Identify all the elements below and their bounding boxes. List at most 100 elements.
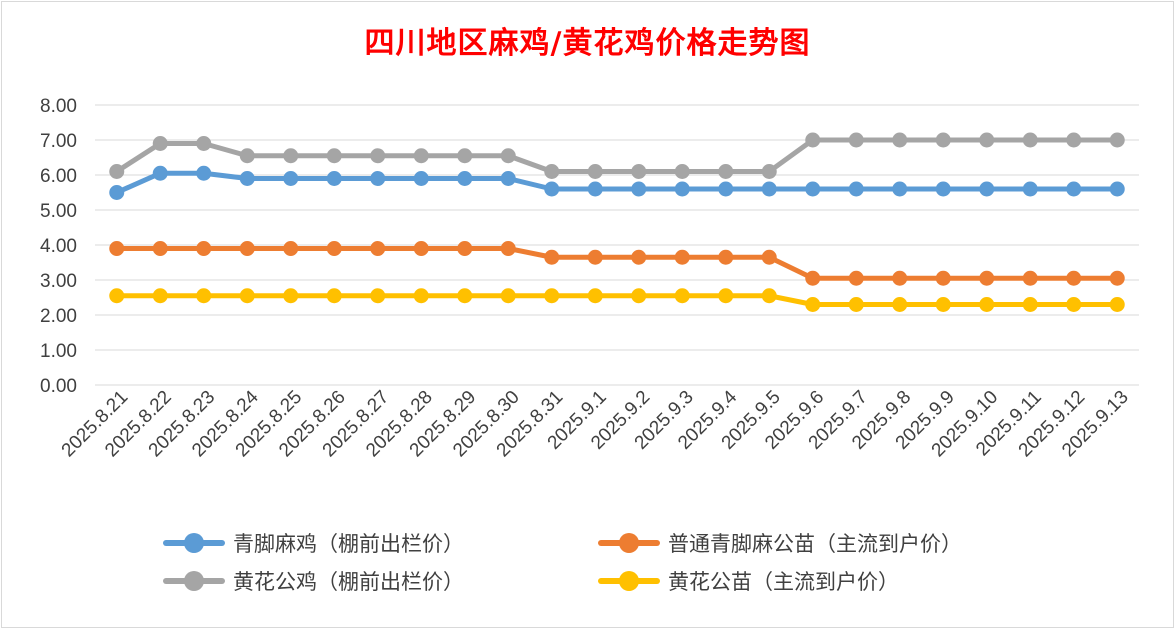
legend-label: 黄花公苗（主流到户价） <box>668 570 899 594</box>
data-point <box>196 136 212 151</box>
data-point <box>283 148 299 164</box>
data-point <box>805 132 821 148</box>
data-point <box>631 249 647 265</box>
data-point <box>761 164 777 179</box>
legend-item: 青脚麻鸡（棚前出栏价） <box>163 526 464 560</box>
y-tick-label: 4.00 <box>40 236 77 257</box>
data-point <box>109 241 125 256</box>
data-point <box>196 165 212 181</box>
data-point <box>1066 181 1082 197</box>
data-point <box>109 288 125 304</box>
data-point <box>718 288 734 304</box>
series-line <box>114 246 1120 281</box>
data-point <box>674 164 690 179</box>
data-point <box>413 288 429 304</box>
data-point <box>674 288 690 304</box>
data-point <box>326 171 342 186</box>
series-line <box>114 293 1120 307</box>
data-point <box>544 181 560 197</box>
data-point <box>1022 270 1038 286</box>
data-point <box>674 249 690 265</box>
data-point <box>761 181 777 197</box>
data-point <box>979 181 995 197</box>
data-point <box>544 164 560 179</box>
data-point <box>196 241 212 256</box>
x-axis-ticks: 2025.8.212025.8.222025.8.232025.8.242025… <box>58 386 1133 461</box>
series-0 <box>109 165 1125 200</box>
y-tick-label: 2.00 <box>40 306 77 327</box>
data-point <box>370 171 386 186</box>
data-point <box>587 181 603 197</box>
data-point <box>457 288 473 304</box>
data-point <box>892 132 908 148</box>
legend-item: 普通青脚麻公苗（主流到户价） <box>598 526 962 560</box>
legend-label: 普通青脚麻公苗（主流到户价） <box>668 532 962 556</box>
data-point <box>239 288 255 304</box>
data-point <box>718 164 734 179</box>
y-tick-label: 7.00 <box>40 131 77 152</box>
y-axis-ticks: 0.00 1.00 2.00 3.00 4.00 5.00 6.00 7.00 8.00 <box>40 96 77 397</box>
y-tick-label: 1.00 <box>40 341 77 362</box>
series-2 <box>109 132 1125 179</box>
data-point <box>718 181 734 197</box>
data-point <box>283 171 299 186</box>
data-point <box>631 164 647 179</box>
y-tick-label: 5.00 <box>40 201 77 222</box>
series-line <box>114 170 1120 195</box>
data-point <box>326 148 342 164</box>
data-point <box>761 288 777 304</box>
y-tick-label: 6.00 <box>40 166 77 187</box>
y-tick-label: 8.00 <box>40 96 77 117</box>
series-line <box>114 137 1120 174</box>
data-point <box>413 171 429 186</box>
data-point <box>1109 270 1125 286</box>
data-point <box>239 148 255 164</box>
data-point <box>370 148 386 164</box>
legend-label: 黄花公鸡（棚前出栏价） <box>233 570 464 594</box>
data-point <box>152 136 168 151</box>
data-point <box>935 270 951 286</box>
data-point <box>326 241 342 256</box>
data-point <box>283 241 299 256</box>
data-point <box>1109 181 1125 197</box>
chart-title: 四川地区麻鸡/黄花鸡价格走势图 <box>364 26 811 61</box>
legend-swatch <box>163 571 225 591</box>
data-point <box>979 270 995 286</box>
data-point <box>892 297 908 312</box>
data-point <box>892 270 908 286</box>
data-point <box>152 241 168 256</box>
data-point <box>979 132 995 148</box>
data-point <box>805 181 821 197</box>
data-point <box>979 297 995 312</box>
data-point <box>283 288 299 304</box>
data-point <box>109 185 125 200</box>
data-point <box>457 171 473 186</box>
data-point <box>1022 297 1038 312</box>
data-point <box>326 288 342 304</box>
data-point <box>1109 297 1125 312</box>
y-tick-label: 0.00 <box>40 376 77 397</box>
data-point <box>1066 132 1082 148</box>
data-point <box>1109 132 1125 148</box>
data-point <box>500 148 516 164</box>
data-point <box>805 270 821 286</box>
series-3 <box>109 288 1125 312</box>
data-point <box>413 148 429 164</box>
data-point <box>674 181 690 197</box>
data-point <box>587 164 603 179</box>
data-point <box>1066 270 1082 286</box>
data-point <box>935 132 951 148</box>
data-point <box>1022 132 1038 148</box>
y-tick-label: 3.00 <box>40 271 77 292</box>
data-point <box>1022 181 1038 197</box>
data-point <box>892 181 908 197</box>
data-point <box>500 288 516 304</box>
data-point <box>370 241 386 256</box>
data-point <box>587 249 603 265</box>
legend-item: 黄花公鸡（棚前出栏价） <box>163 564 464 598</box>
data-point <box>848 181 864 197</box>
data-point <box>544 288 560 304</box>
legend-item: 黄花公苗（主流到户价） <box>598 564 899 598</box>
data-point <box>805 297 821 312</box>
